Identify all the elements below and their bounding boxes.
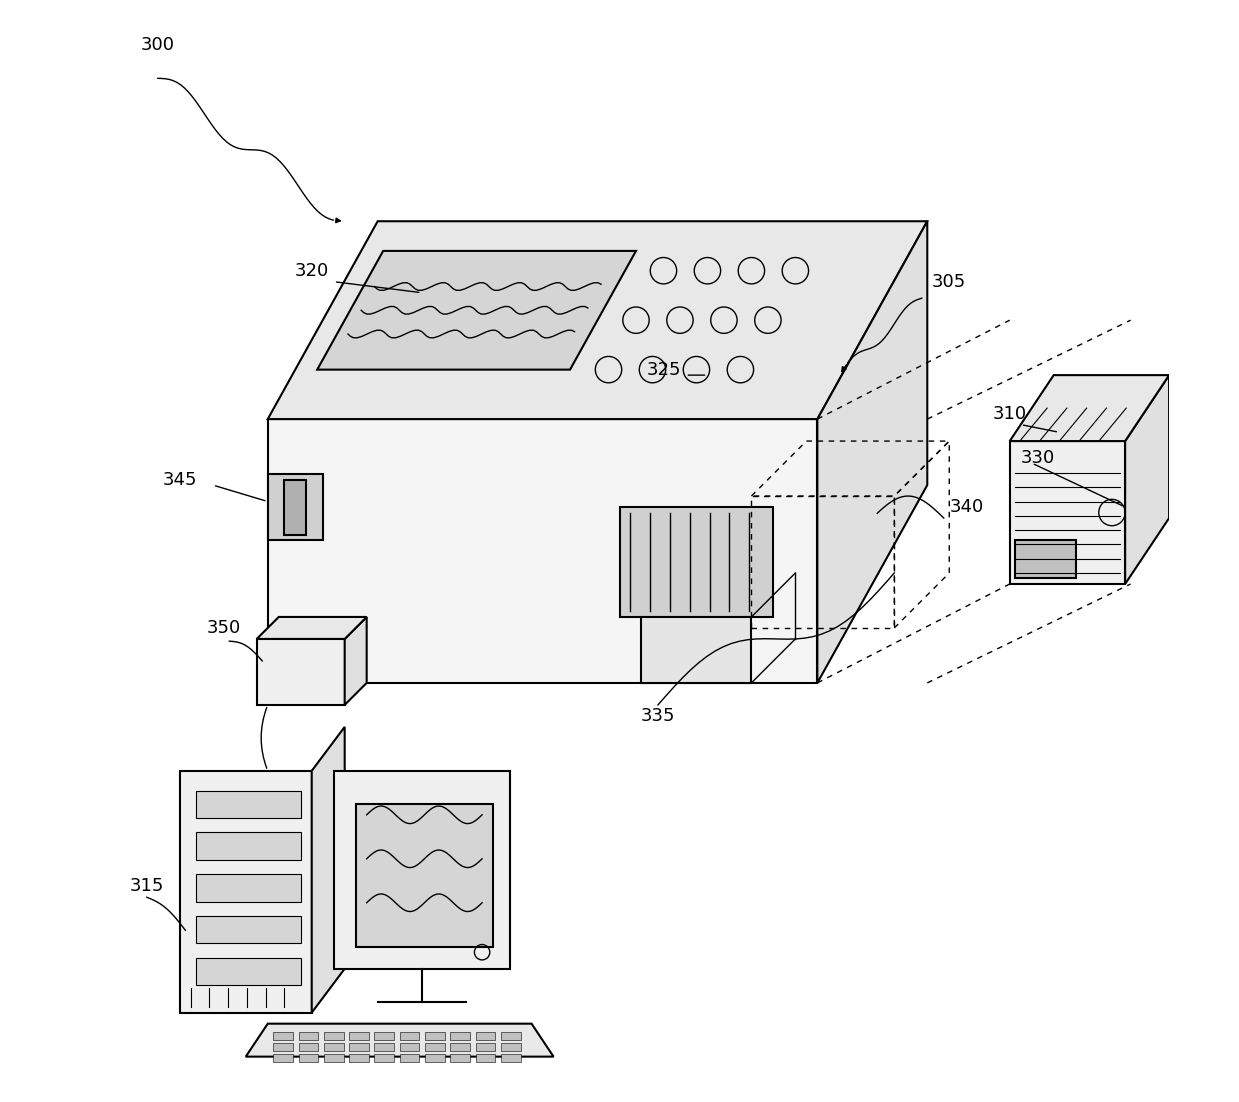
FancyBboxPatch shape	[501, 1044, 520, 1051]
FancyBboxPatch shape	[450, 1055, 470, 1062]
FancyBboxPatch shape	[400, 1033, 420, 1040]
FancyBboxPatch shape	[349, 1044, 369, 1051]
Polygon shape	[344, 617, 367, 705]
FancyBboxPatch shape	[425, 1055, 445, 1062]
FancyBboxPatch shape	[476, 1033, 496, 1040]
FancyBboxPatch shape	[501, 1055, 520, 1062]
FancyBboxPatch shape	[450, 1033, 470, 1040]
Polygon shape	[196, 790, 301, 818]
FancyBboxPatch shape	[425, 1033, 445, 1040]
FancyBboxPatch shape	[323, 1044, 343, 1051]
Text: 350: 350	[207, 619, 240, 637]
FancyBboxPatch shape	[425, 1044, 445, 1051]
Polygon shape	[196, 832, 301, 860]
FancyBboxPatch shape	[323, 1055, 343, 1062]
FancyBboxPatch shape	[299, 1055, 318, 1062]
FancyBboxPatch shape	[374, 1033, 394, 1040]
Polygon shape	[1010, 375, 1170, 441]
Polygon shape	[642, 617, 751, 683]
Polygon shape	[312, 727, 344, 1013]
Text: 340: 340	[949, 498, 984, 516]
FancyBboxPatch shape	[349, 1055, 369, 1062]
Polygon shape	[818, 222, 927, 683]
FancyBboxPatch shape	[476, 1044, 496, 1051]
FancyBboxPatch shape	[299, 1033, 318, 1040]
FancyBboxPatch shape	[274, 1055, 294, 1062]
Polygon shape	[268, 419, 818, 683]
Text: 315: 315	[130, 877, 164, 895]
Polygon shape	[245, 1024, 554, 1057]
FancyBboxPatch shape	[349, 1033, 369, 1040]
Polygon shape	[333, 770, 509, 969]
Text: 320: 320	[295, 261, 328, 280]
Polygon shape	[620, 507, 773, 617]
Polygon shape	[256, 617, 367, 639]
Text: 330: 330	[1021, 449, 1054, 466]
Polygon shape	[180, 770, 312, 1013]
FancyBboxPatch shape	[274, 1044, 294, 1051]
Text: 300: 300	[141, 36, 175, 54]
Polygon shape	[356, 803, 493, 947]
Polygon shape	[284, 479, 306, 534]
Text: 345: 345	[162, 471, 197, 488]
Polygon shape	[1125, 375, 1170, 584]
Polygon shape	[317, 251, 636, 369]
FancyBboxPatch shape	[374, 1044, 394, 1051]
Polygon shape	[1015, 540, 1075, 579]
Polygon shape	[196, 916, 301, 943]
FancyBboxPatch shape	[323, 1033, 343, 1040]
FancyBboxPatch shape	[374, 1055, 394, 1062]
Polygon shape	[196, 958, 301, 985]
Text: 325: 325	[647, 360, 680, 379]
Polygon shape	[256, 639, 344, 705]
FancyBboxPatch shape	[450, 1044, 470, 1051]
Polygon shape	[1010, 441, 1125, 584]
FancyBboxPatch shape	[274, 1033, 294, 1040]
Text: 335: 335	[641, 706, 675, 725]
FancyBboxPatch shape	[400, 1044, 420, 1051]
FancyBboxPatch shape	[299, 1044, 318, 1051]
Polygon shape	[268, 474, 322, 540]
FancyBboxPatch shape	[476, 1055, 496, 1062]
FancyBboxPatch shape	[400, 1055, 420, 1062]
Text: 305: 305	[932, 272, 966, 291]
Text: 310: 310	[992, 404, 1027, 422]
Polygon shape	[268, 222, 927, 419]
FancyBboxPatch shape	[501, 1033, 520, 1040]
Polygon shape	[196, 874, 301, 901]
